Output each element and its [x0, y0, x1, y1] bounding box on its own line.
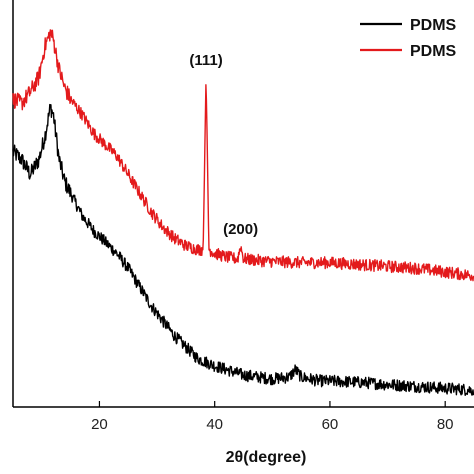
x-tick-label: 20 — [91, 416, 108, 433]
x-axis-title: 2θ(degree) — [226, 449, 307, 466]
plot-frame — [12, 0, 474, 408]
series-line-red — [12, 29, 474, 282]
peak-label: (111) — [189, 52, 222, 69]
series-layer — [12, 29, 474, 396]
x-tick-label: 40 — [206, 416, 223, 433]
x-tick-label: 80 — [437, 416, 454, 433]
legend: PDMS PDMS — [360, 17, 457, 60]
legend-label: PDMS — [410, 43, 457, 60]
x-axis-ticks: 20 40 60 80 — [91, 401, 454, 433]
legend-label: PDMS — [410, 17, 457, 34]
peak-label: (200) — [223, 221, 258, 238]
series-line-black — [12, 103, 474, 396]
peak-annotations: (111) (200) — [189, 52, 258, 238]
x-tick-label: 60 — [322, 416, 339, 433]
